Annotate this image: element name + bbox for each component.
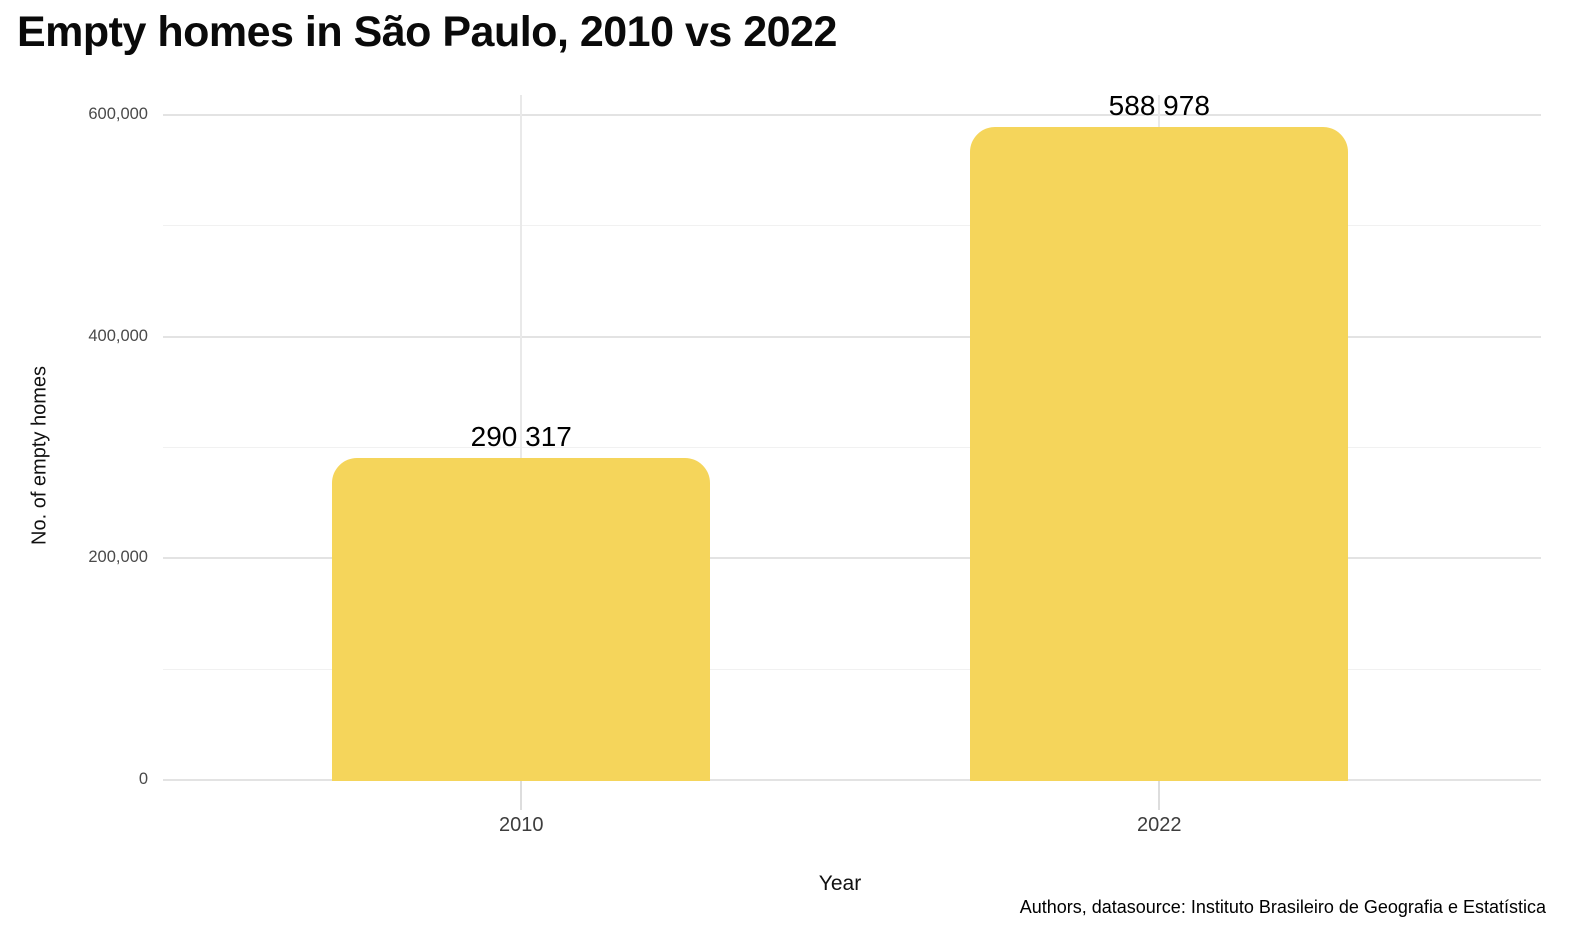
category-gridline: [520, 95, 523, 780]
gridline-major: [163, 557, 1541, 560]
x-tick-mark: [520, 781, 523, 810]
plot-area: [163, 95, 1541, 781]
source-caption: Authors, datasource: Instituto Brasileir…: [1019, 897, 1546, 917]
gridline-minor: [163, 446, 1541, 448]
gridline-minor: [163, 225, 1541, 227]
bar-2010: [332, 458, 711, 781]
x-tick-label: 2022: [1137, 814, 1182, 836]
x-tick-label: 2010: [499, 814, 544, 836]
bar-value-label: 588 978: [1108, 90, 1210, 122]
gridline-major: [163, 779, 1541, 781]
x-tick-mark: [1158, 781, 1161, 810]
gridline-minor: [163, 668, 1541, 670]
gridline-major: [163, 113, 1541, 116]
page-title: Empty homes in São Paulo, 2010 vs 2022: [17, 8, 837, 56]
gridline-major: [163, 335, 1541, 338]
x-axis-title: Year: [818, 872, 862, 895]
y-axis-title: No. of empty homes: [28, 366, 51, 545]
bar-value-label: 290 317: [470, 421, 572, 453]
y-tick-label: 400,000: [88, 326, 148, 345]
y-tick-label: 200,000: [88, 548, 148, 567]
y-tick-label: 0: [138, 770, 148, 788]
y-tick-label: 600,000: [88, 104, 148, 123]
bar-2022: [970, 127, 1349, 781]
